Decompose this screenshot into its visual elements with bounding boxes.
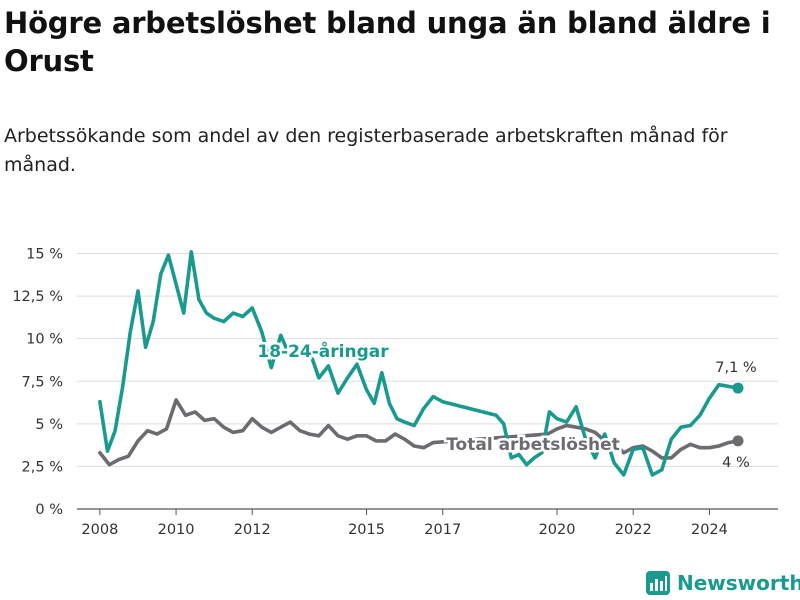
series-end-label: 4 % bbox=[722, 455, 750, 471]
series-line-0 bbox=[98, 398, 740, 467]
x-tick-label: 2012 bbox=[234, 522, 271, 538]
x-tick-label: 2017 bbox=[424, 522, 461, 538]
x-tick-label: 2010 bbox=[158, 522, 195, 538]
series-annotation: 18-24-åringar bbox=[257, 340, 389, 362]
y-tick-label: 7,5 % bbox=[22, 374, 63, 390]
series-annotation: Total arbetslöshet bbox=[446, 435, 620, 455]
x-tick-label: 2015 bbox=[348, 522, 385, 538]
y-tick-label: 2,5 % bbox=[22, 459, 63, 475]
x-tick-label: 2024 bbox=[691, 522, 728, 538]
series-end-marker bbox=[732, 382, 744, 394]
y-tick-label: 15 % bbox=[26, 247, 63, 263]
chart-subtitle: Arbetssökande som andel av den registerb… bbox=[4, 125, 728, 176]
series-line-1 bbox=[98, 250, 740, 477]
series bbox=[98, 250, 744, 477]
y-tick-label: 0 % bbox=[35, 502, 63, 518]
x-tick-label: 2008 bbox=[81, 522, 118, 538]
y-tick-label: 12,5 % bbox=[12, 289, 63, 305]
x-tick-label: 2022 bbox=[615, 522, 652, 538]
brand-name: Newsworthy bbox=[677, 571, 800, 595]
y-tick-label: 5 % bbox=[35, 417, 63, 433]
gridlines bbox=[77, 253, 778, 510]
newsworthy-logo-icon bbox=[646, 571, 670, 595]
x-tick-label: 2020 bbox=[539, 522, 576, 538]
brand-logo: Newsworthy bbox=[645, 570, 800, 596]
axes: 0 % 2,5 % 5 % 7,5 % 10 % 12,5 % 15 % 2008 2010 20… bbox=[12, 247, 728, 538]
annotations: 4 % 7,1 % 18-24-åringar Total arbetslöshet bbox=[255, 338, 757, 471]
chart-title: Högre arbetslöshet bland unga än bland ä… bbox=[4, 6, 771, 78]
y-tick-label: 10 % bbox=[26, 332, 63, 348]
series-end-label: 7,1 % bbox=[715, 360, 756, 376]
series-end-marker bbox=[732, 435, 744, 447]
